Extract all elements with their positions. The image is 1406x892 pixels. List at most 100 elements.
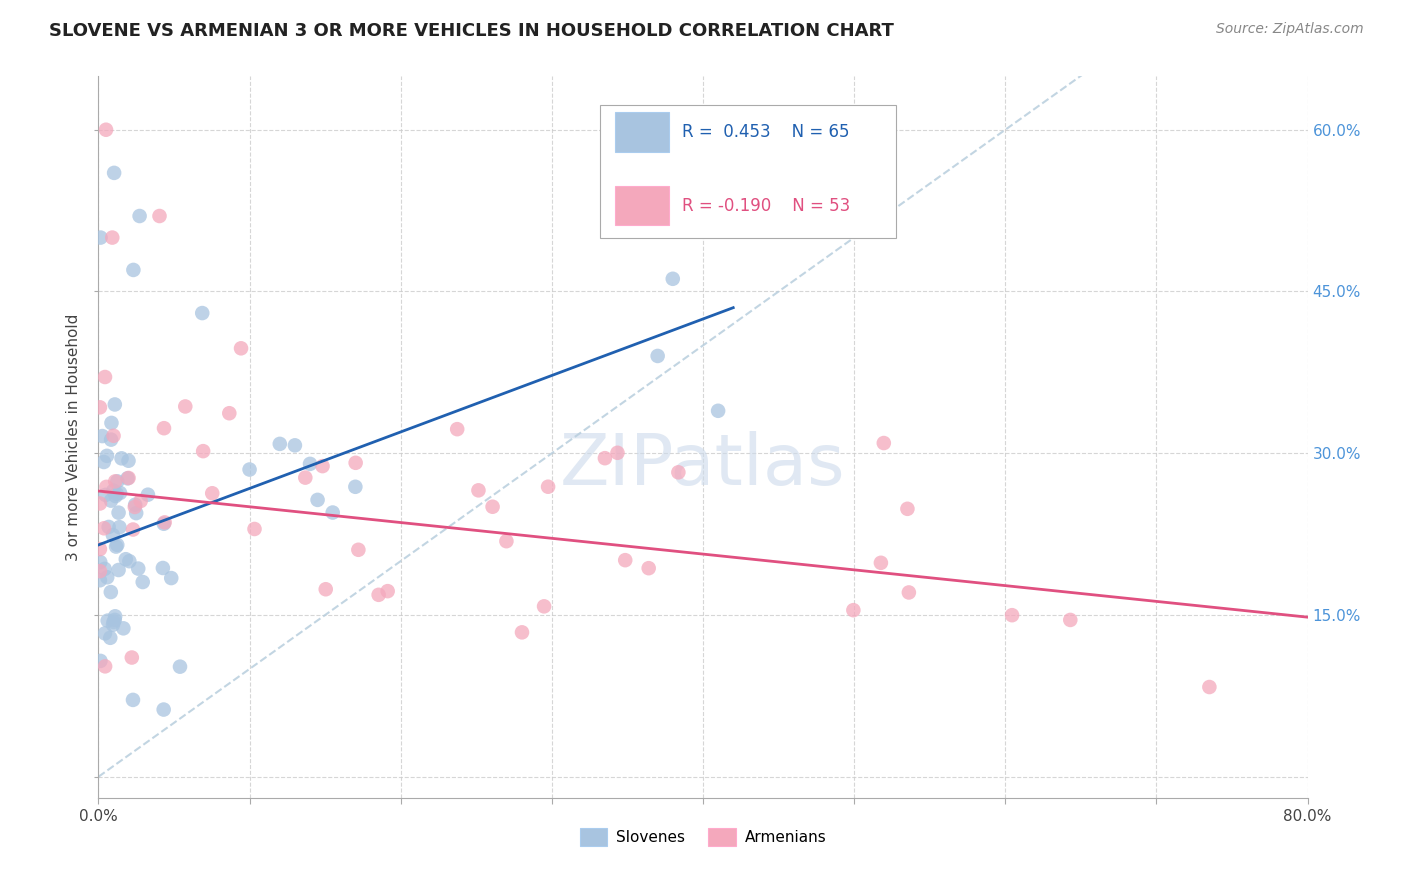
Point — [105, 538, 128, 552]
Point — [666, 466, 689, 480]
Point — [101, 617, 124, 632]
Legend: Slovenes, Armenians: Slovenes, Armenians — [574, 822, 832, 852]
Point — [322, 506, 344, 520]
Point — [1198, 680, 1220, 694]
Point — [112, 621, 135, 635]
Point — [129, 494, 152, 508]
Point — [269, 437, 291, 451]
Point — [661, 272, 683, 286]
Point — [1059, 613, 1081, 627]
Point — [218, 406, 240, 420]
Point — [89, 542, 111, 557]
Point — [606, 446, 628, 460]
Point — [94, 370, 117, 384]
Point — [114, 552, 136, 566]
Point — [307, 492, 329, 507]
Point — [94, 659, 117, 673]
Text: R = -0.190    N = 53: R = -0.190 N = 53 — [682, 196, 851, 214]
Point — [311, 459, 333, 474]
Point — [467, 483, 489, 498]
Point — [124, 498, 146, 512]
Point — [103, 483, 125, 498]
Point — [100, 416, 122, 430]
Point — [637, 561, 659, 575]
Point — [103, 615, 125, 629]
FancyBboxPatch shape — [600, 104, 897, 238]
Text: ZIPatlas: ZIPatlas — [560, 432, 846, 500]
Point — [870, 556, 893, 570]
Point — [104, 613, 127, 627]
Point — [153, 516, 176, 531]
Y-axis label: 3 or more Vehicles in Household: 3 or more Vehicles in Household — [66, 313, 82, 561]
Point — [93, 455, 115, 469]
Point — [614, 553, 637, 567]
Point — [89, 496, 111, 510]
FancyBboxPatch shape — [614, 186, 669, 226]
Point — [108, 520, 131, 534]
Point — [100, 585, 122, 599]
Point — [344, 480, 367, 494]
Point — [96, 449, 118, 463]
Point — [94, 626, 117, 640]
Point — [90, 230, 112, 244]
Point — [174, 400, 197, 414]
Text: R =  0.453    N = 65: R = 0.453 N = 65 — [682, 123, 851, 141]
Point — [107, 563, 129, 577]
Point — [104, 397, 127, 411]
Point — [152, 561, 174, 575]
Point — [100, 493, 122, 508]
Point — [229, 341, 252, 355]
Point — [96, 480, 118, 494]
Point — [101, 230, 124, 244]
Point — [132, 574, 155, 589]
Point — [367, 588, 389, 602]
Point — [89, 564, 111, 578]
Point — [533, 599, 555, 614]
Point — [104, 489, 127, 503]
Text: SLOVENE VS ARMENIAN 3 OR MORE VEHICLES IN HOUSEHOLD CORRELATION CHART: SLOVENE VS ARMENIAN 3 OR MORE VEHICLES I… — [49, 22, 894, 40]
Point — [593, 451, 616, 466]
Point — [897, 585, 920, 599]
Point — [122, 263, 145, 277]
FancyBboxPatch shape — [614, 112, 669, 152]
Point — [1001, 608, 1024, 623]
Point — [128, 209, 150, 223]
Point — [481, 500, 503, 514]
Point — [107, 506, 129, 520]
Point — [344, 456, 367, 470]
Point — [201, 486, 224, 500]
Point — [93, 562, 115, 576]
Point — [347, 542, 370, 557]
Point — [299, 457, 322, 471]
Point — [118, 554, 141, 568]
Point — [446, 422, 468, 436]
Point — [136, 488, 159, 502]
Point — [97, 520, 120, 534]
Point — [100, 433, 122, 447]
Point — [294, 470, 316, 484]
Point — [153, 516, 176, 530]
Point — [104, 475, 127, 489]
Point — [117, 454, 139, 468]
Point — [537, 480, 560, 494]
Point — [873, 436, 896, 450]
Point — [117, 471, 139, 485]
Point — [108, 486, 131, 500]
Point — [98, 631, 121, 645]
Point — [101, 528, 124, 542]
Point — [124, 500, 146, 514]
Point — [121, 650, 143, 665]
Point — [105, 475, 128, 489]
Point — [153, 421, 176, 435]
Point — [160, 571, 183, 585]
Point — [510, 625, 533, 640]
Point — [191, 306, 214, 320]
Point — [89, 401, 111, 415]
Point — [495, 534, 517, 549]
Text: Source: ZipAtlas.com: Source: ZipAtlas.com — [1216, 22, 1364, 37]
Point — [89, 654, 111, 668]
Point — [94, 488, 117, 502]
Point — [169, 659, 191, 673]
Point — [148, 209, 170, 223]
Point — [97, 614, 120, 628]
